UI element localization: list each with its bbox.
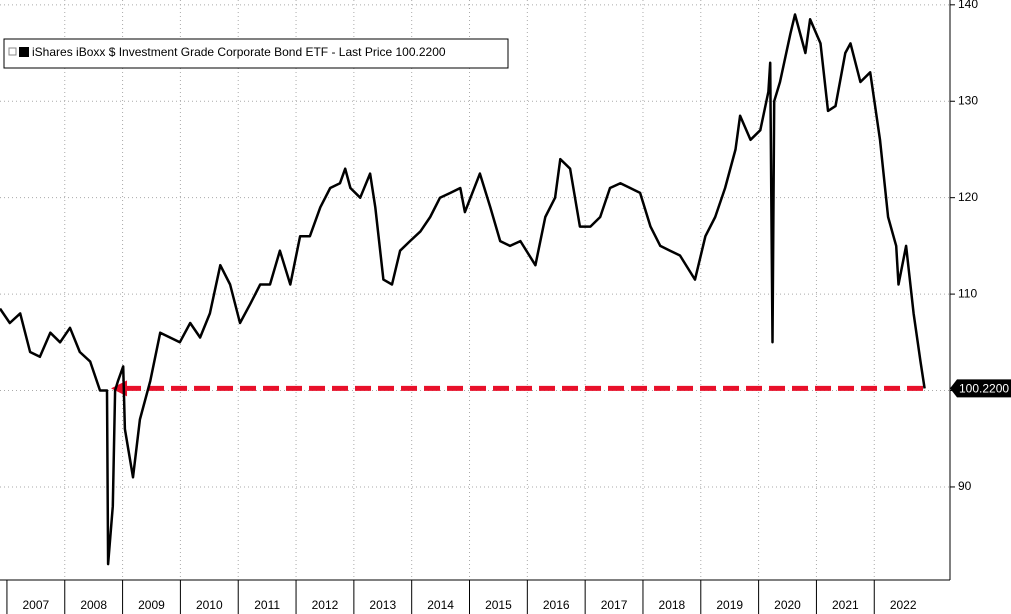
last-value-label: 100.2200 — [959, 382, 1009, 396]
last-value-tag — [950, 379, 1011, 398]
x-tick-label: 2011 — [254, 598, 280, 612]
x-tick-label: 2015 — [485, 598, 512, 612]
x-tick-label: 2019 — [716, 598, 743, 612]
price-line — [0, 13, 926, 566]
x-tick-label: 2018 — [659, 598, 686, 612]
x-tick-label: 2012 — [312, 598, 339, 612]
x-tick-label: 2020 — [774, 598, 801, 612]
x-tick-label: 2021 — [832, 598, 859, 612]
x-tick-label: 2016 — [543, 598, 570, 612]
y-tick-label: 140 — [958, 0, 978, 11]
y-tick-label: 90 — [958, 479, 972, 493]
legend-toggle — [8, 47, 17, 56]
x-tick-label: 2022 — [890, 598, 917, 612]
x-tick-label: 2009 — [138, 598, 165, 612]
legend-box — [3, 38, 509, 69]
legend-label: iShares iBoxx $ Investment Grade Corpora… — [32, 45, 446, 59]
y-tick-label: 110 — [958, 286, 977, 300]
x-tick-label: 2010 — [196, 598, 223, 612]
y-tick-label: 120 — [958, 190, 978, 204]
x-tick-label: 2017 — [601, 598, 628, 612]
x-tick-label: 2013 — [369, 598, 396, 612]
x-tick-label: 2008 — [80, 598, 107, 612]
y-tick-label: 130 — [958, 93, 978, 107]
plot — [0, 13, 926, 566]
x-tick-label: 2014 — [427, 598, 454, 612]
grid — [0, 0, 950, 580]
legend: iShares iBoxx $ Investment Grade Corpora… — [3, 38, 509, 69]
x-tick-label: 2007 — [22, 598, 49, 612]
legend-swatch — [19, 47, 29, 57]
